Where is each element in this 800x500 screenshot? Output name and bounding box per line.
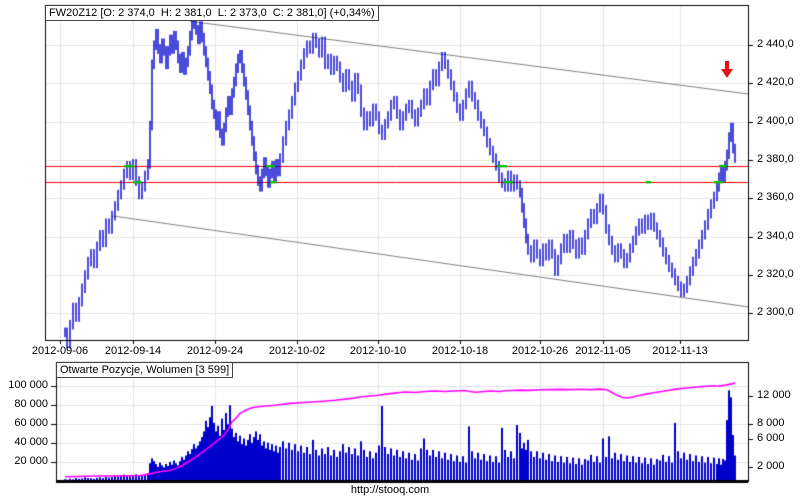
volume-chart-title-text: Otwarte Pozycje, Wolumen [3 599] [60, 364, 230, 376]
oi-axis-label: 2 000 [757, 460, 785, 472]
down-arrow-shaft [725, 61, 729, 69]
date-axis-label: 2012-09-14 [104, 345, 162, 357]
price-axis-label: 2 440,0 [757, 38, 794, 50]
main-chart-title: FW20Z12 [O: 2 374,0 H: 2 381,0 L: 2 373,… [45, 5, 379, 21]
price-axis-label: 2 420,0 [757, 76, 794, 88]
oi-axis-label: 8 000 [757, 417, 785, 429]
volume-chart-title: Otwarte Pozycje, Wolumen [3 599] [56, 362, 234, 378]
volume-axis-label: 40 000 [14, 436, 48, 448]
oi-axis-label: 6 000 [757, 432, 785, 444]
date-axis-label: 2012-10-02 [268, 345, 326, 357]
volume-axis-label: 20 000 [14, 455, 48, 467]
date-axis-label: 2012-10-18 [431, 345, 489, 357]
price-axis-label: 2 400,0 [757, 115, 794, 127]
footer-url: http://stooq.com [350, 484, 430, 496]
down-arrow-head [721, 69, 733, 78]
price-axis-label: 2 380,0 [757, 153, 794, 165]
date-axis-label: 2012-09-06 [31, 345, 89, 357]
volume-axis-label: 80 000 [14, 398, 48, 410]
date-axis-label: 2012-09-24 [186, 345, 244, 357]
date-axis-label: 2012-11-05 [575, 345, 631, 357]
date-axis-label: 2012-10-26 [511, 345, 569, 357]
oi-axis-label: 12 000 [757, 389, 791, 401]
main-chart-title-text: FW20Z12 [O: 2 374,0 H: 2 381,0 L: 2 373,… [49, 7, 375, 19]
price-axis-label: 2 320,0 [757, 268, 794, 280]
price-axis-label: 2 340,0 [757, 230, 794, 242]
date-axis-label: 2012-10-10 [349, 345, 407, 357]
volume-axis-label: 100 000 [8, 379, 48, 391]
price-axis-label: 2 360,0 [757, 191, 794, 203]
volume-axis-label: 60 000 [14, 417, 48, 429]
date-axis-label: 2012-11-13 [652, 345, 708, 357]
down-arrow-icon [721, 61, 733, 78]
price-axis-label: 2 300,0 [757, 306, 794, 318]
